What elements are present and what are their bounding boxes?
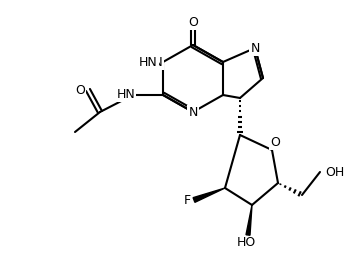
Text: F: F — [184, 194, 191, 207]
Polygon shape — [193, 188, 225, 202]
Text: N: N — [188, 106, 198, 119]
Text: HN: HN — [139, 56, 158, 69]
Polygon shape — [246, 205, 252, 235]
Text: HN: HN — [144, 56, 163, 69]
Text: OH: OH — [325, 166, 344, 178]
Text: O: O — [75, 83, 85, 96]
Text: HN: HN — [116, 87, 135, 100]
Text: O: O — [188, 15, 198, 29]
Text: HO: HO — [237, 237, 256, 249]
Text: N: N — [250, 42, 260, 55]
Text: O: O — [270, 136, 280, 148]
